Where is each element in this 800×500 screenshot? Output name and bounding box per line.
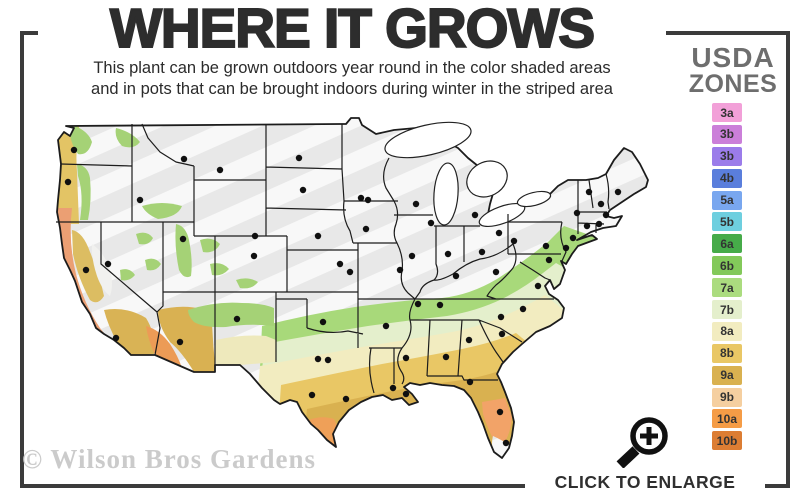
zone-chip-3b: 3b bbox=[712, 146, 742, 166]
zone-chip-7b: 7b bbox=[712, 300, 742, 320]
legend-title: USDA ZONES bbox=[680, 44, 786, 97]
zone-chip-9b: 9b bbox=[712, 387, 742, 407]
great-lakes bbox=[384, 121, 552, 228]
click-to-enlarge-label[interactable]: CLICK TO ENLARGE bbox=[525, 470, 765, 499]
zone-chip-4b: 4b bbox=[712, 168, 742, 188]
zone-chip-6a: 6a bbox=[712, 234, 742, 254]
city-dots bbox=[64, 146, 622, 447]
header: WHERE IT GROWS bbox=[38, 0, 666, 59]
zone-chip-7a: 7a bbox=[712, 278, 742, 298]
zone-chip-6b: 6b bbox=[712, 256, 742, 276]
enlarge-control: CLICK TO ENLARGE bbox=[525, 412, 765, 499]
zone-list: 3a 3b 3b 4b 5a 5b 6a 6b 7a 7b 8a 8b 9a 9b 10a 10b bbox=[712, 103, 742, 451]
zone-chip-5b: 5b bbox=[712, 212, 742, 232]
subtitle: This plant can be grown outdoors year ro… bbox=[38, 58, 666, 101]
zone-chip-9a: 9a bbox=[712, 365, 742, 385]
zone-chip-3a: 3a bbox=[712, 103, 742, 122]
zone-chip-8a: 8a bbox=[712, 321, 742, 341]
subtitle-line-2: and in pots that can be brought indoors … bbox=[91, 80, 613, 99]
subtitle-line-1: This plant can be grown outdoors year ro… bbox=[93, 59, 611, 77]
watermark: © Wilson Bros Gardens bbox=[22, 444, 316, 474]
lake-superior bbox=[384, 121, 472, 159]
zone-chip-10a: 10a bbox=[712, 409, 742, 429]
state-borders bbox=[56, 123, 610, 394]
zone-chip-5a: 5a bbox=[712, 190, 742, 210]
us-zone-map[interactable] bbox=[50, 112, 660, 467]
zone-chip-3b: 3b bbox=[712, 124, 742, 144]
legend-title-usda: USDA bbox=[691, 42, 775, 73]
page-title: WHERE IT GROWS bbox=[109, 0, 596, 59]
lake-huron bbox=[466, 160, 508, 198]
lake-michigan bbox=[433, 162, 459, 226]
zone-chip-10b: 10b bbox=[712, 431, 742, 451]
legend-title-zones: ZONES bbox=[688, 70, 778, 98]
zone-chip-8b: 8b bbox=[712, 343, 742, 363]
magnifier-plus-icon[interactable] bbox=[613, 412, 677, 468]
lake-ontario bbox=[516, 190, 552, 208]
